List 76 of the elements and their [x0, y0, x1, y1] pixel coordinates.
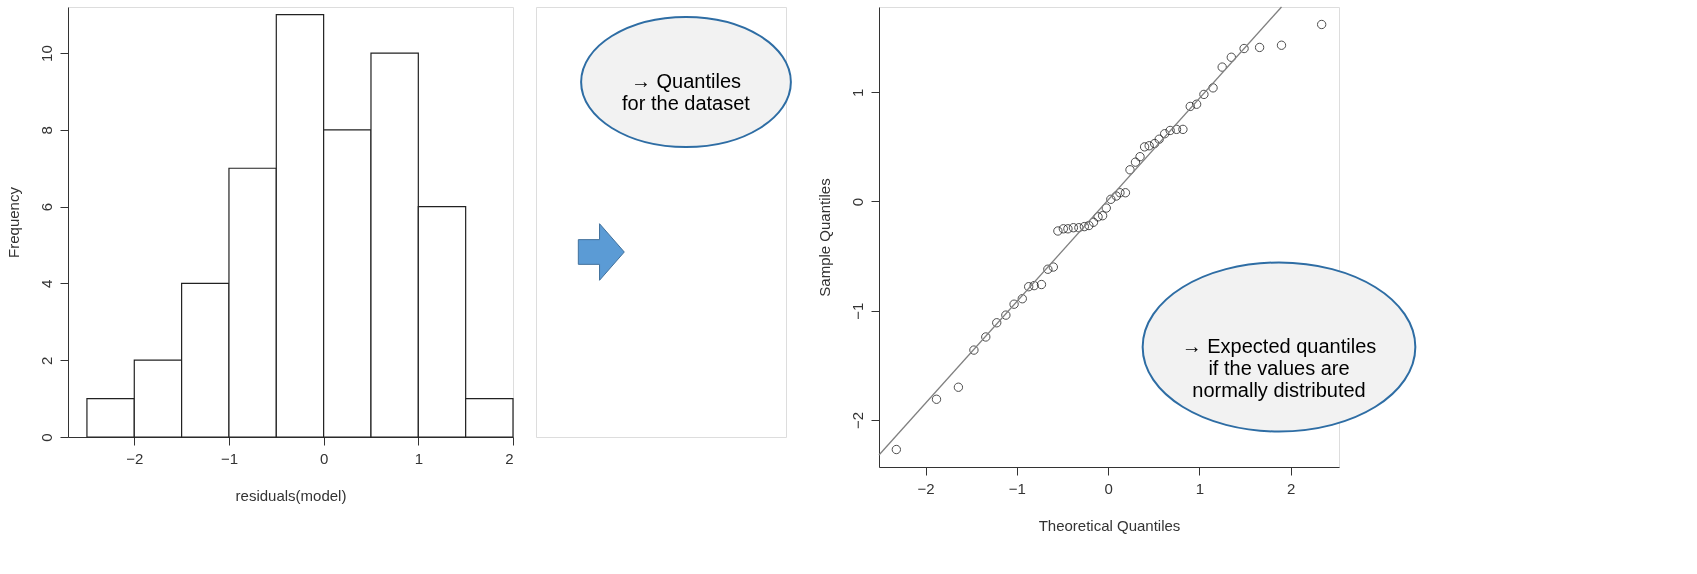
x-tick-label: 0 [319, 449, 329, 467]
point [969, 345, 979, 355]
point [1053, 226, 1063, 236]
x-tick-label: −2 [917, 479, 935, 497]
y-tick-label: −1 [848, 302, 866, 320]
point [1097, 211, 1108, 221]
point [1029, 280, 1039, 291]
point [1149, 138, 1160, 149]
point [1058, 224, 1069, 234]
point [1144, 141, 1154, 151]
y-tick-label: 1 [848, 88, 866, 97]
point [891, 444, 902, 455]
point [1043, 264, 1053, 274]
x-tick-label: 0 [1104, 479, 1113, 497]
point [953, 382, 964, 392]
point [1106, 194, 1116, 204]
x-tick-label: 1 [1195, 479, 1205, 497]
point [1254, 42, 1265, 53]
point [1135, 152, 1145, 162]
point [1074, 223, 1084, 233]
point [1226, 52, 1236, 62]
point [1239, 43, 1249, 54]
y-tick-label: 8 [37, 126, 55, 135]
y-tick-label: 0 [848, 197, 866, 207]
y-tick-label: 0 [37, 433, 55, 442]
point [1036, 279, 1047, 290]
y-tick-label: −2 [848, 411, 866, 430]
x-tick-label: 1 [414, 449, 423, 467]
point [1001, 310, 1011, 320]
point [1068, 223, 1079, 233]
y-tick-label: 6 [37, 202, 55, 212]
point [1208, 83, 1218, 93]
point [1154, 134, 1164, 144]
x-axis-title: Theoretical Quantiles [1038, 516, 1181, 534]
point [931, 394, 942, 404]
x-axis-title: residuals(model) [235, 486, 347, 504]
y-tick-label: 2 [37, 356, 55, 365]
point [1111, 191, 1121, 201]
x-tick-label: 2 [505, 449, 514, 467]
point [1063, 224, 1073, 234]
point [1130, 157, 1141, 167]
point [992, 318, 1002, 328]
point [1024, 282, 1034, 292]
point [981, 332, 991, 342]
point [1101, 203, 1111, 213]
point [1185, 101, 1195, 112]
y-axis-title: Sample Quantiles [815, 178, 833, 297]
point [1139, 142, 1150, 152]
x-tick-label: 2 [1286, 479, 1296, 497]
point [1079, 221, 1090, 232]
point [1178, 124, 1188, 135]
point [1009, 299, 1019, 309]
point [1048, 262, 1059, 272]
y-tick-label: 4 [37, 279, 55, 289]
point [1191, 99, 1202, 109]
point [1125, 165, 1135, 175]
point [1159, 129, 1170, 139]
point [1088, 217, 1099, 227]
point [1017, 294, 1027, 304]
point [1093, 212, 1103, 222]
annotation: → Expected quantiles if the values are normally distributed [1181, 335, 1377, 401]
point [1276, 40, 1287, 50]
point [1199, 89, 1209, 100]
point [1171, 124, 1182, 135]
x-tick-label: −1 [220, 449, 239, 467]
point [1316, 19, 1327, 30]
y-tick-label: 10 [37, 45, 55, 62]
point [1115, 188, 1125, 198]
point [1120, 188, 1131, 198]
point [1084, 220, 1094, 231]
point [1165, 125, 1175, 136]
text: → Quantiles for the dataset [622, 70, 751, 114]
x-tick-label: −2 [126, 449, 144, 467]
point [1217, 62, 1227, 72]
x-tick-label: −1 [1008, 479, 1026, 497]
y-axis-title: Frequency [4, 186, 22, 258]
